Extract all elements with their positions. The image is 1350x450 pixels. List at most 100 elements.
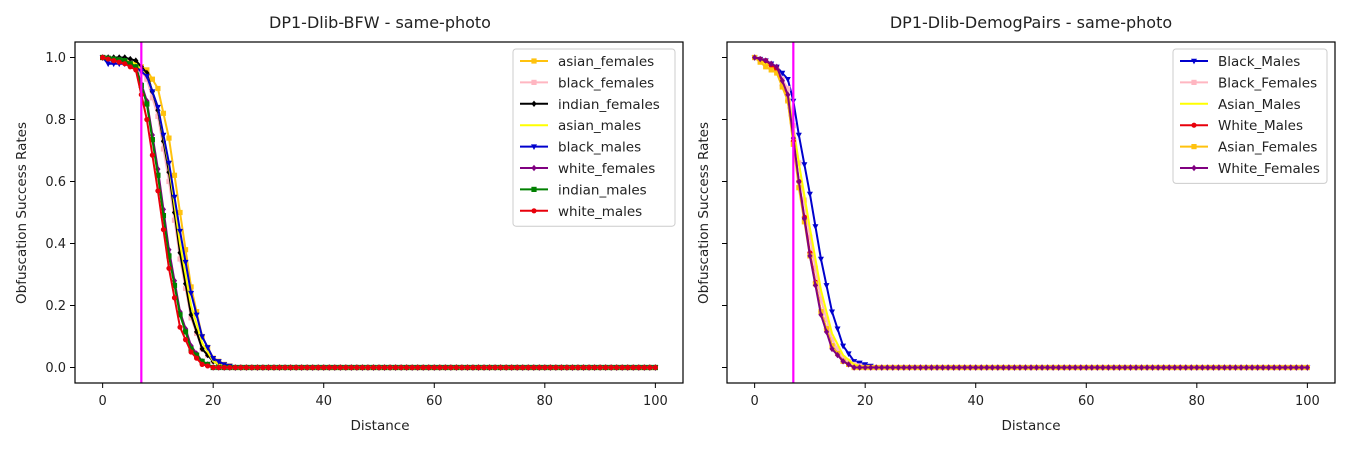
data-point — [166, 253, 172, 259]
data-point — [304, 364, 310, 371]
data-point — [812, 282, 819, 289]
data-point — [299, 364, 305, 371]
data-point — [133, 67, 139, 73]
data-point — [498, 364, 504, 371]
data-point — [199, 358, 205, 364]
x-tick-label: 60 — [1078, 394, 1095, 409]
data-point — [636, 364, 642, 371]
data-point — [774, 70, 780, 76]
data-point — [752, 54, 758, 61]
data-point — [105, 56, 111, 62]
data-point — [144, 101, 150, 107]
y-tick-label: 0.8 — [45, 113, 66, 128]
data-point — [453, 364, 459, 371]
data-point — [464, 364, 471, 371]
data-point — [536, 364, 542, 371]
data-point — [939, 364, 946, 371]
data-point — [144, 116, 150, 123]
data-point — [149, 76, 155, 82]
data-point — [310, 364, 316, 371]
y-tick-label: 0.2 — [45, 299, 66, 314]
data-point — [315, 364, 321, 371]
data-point — [801, 215, 807, 222]
data-point — [188, 349, 194, 355]
data-point — [951, 364, 957, 371]
data-point — [807, 234, 813, 240]
legend-label: asian_females — [558, 54, 654, 70]
data-point — [785, 85, 791, 92]
data-point — [188, 290, 195, 297]
data-point — [603, 364, 609, 371]
data-point — [580, 364, 587, 371]
data-point — [1161, 364, 1167, 371]
data-point — [531, 364, 537, 371]
data-point — [1243, 364, 1250, 371]
data-point — [188, 284, 194, 290]
data-point — [1210, 364, 1216, 371]
data-point — [1155, 364, 1161, 371]
data-point — [1191, 58, 1197, 65]
data-point — [387, 364, 393, 371]
data-point — [155, 188, 161, 194]
data-point — [1216, 364, 1222, 371]
data-point — [840, 343, 847, 350]
data-point — [1100, 364, 1106, 371]
data-point — [890, 364, 896, 371]
legend-item: white_females — [520, 161, 655, 177]
data-point — [962, 364, 968, 371]
data-point — [779, 70, 786, 77]
data-point — [779, 77, 785, 84]
data-point — [956, 364, 962, 371]
data-point — [365, 364, 371, 371]
data-point — [641, 364, 647, 371]
data-point — [1227, 364, 1233, 371]
legend-label: Asian_Males — [1218, 97, 1301, 113]
data-point — [354, 364, 360, 371]
data-point — [774, 63, 780, 70]
data-point — [271, 364, 277, 371]
data-point — [1144, 364, 1150, 371]
data-point — [917, 364, 924, 371]
data-point — [1017, 364, 1023, 371]
data-point — [823, 316, 830, 323]
legend-item: Asian_Males — [1180, 97, 1301, 113]
legend-item: asian_females — [520, 54, 654, 70]
data-point — [1299, 364, 1305, 371]
data-point — [165, 160, 172, 167]
data-point — [1232, 364, 1239, 371]
data-point — [442, 364, 448, 371]
data-point — [906, 364, 912, 371]
legend-label: indian_males — [558, 182, 647, 198]
x-tick-label: 20 — [205, 394, 222, 409]
data-point — [829, 345, 835, 353]
data-point — [591, 364, 598, 371]
chart-title: DP1-Dlib-DemogPairs - same-photo — [890, 13, 1172, 32]
legend-item: black_males — [520, 140, 641, 156]
data-point — [254, 364, 260, 371]
data-point — [989, 364, 995, 371]
data-point — [359, 364, 366, 371]
y-axis-label: Obfuscation Success Rates — [14, 122, 30, 304]
data-point — [127, 55, 133, 63]
legend-label: asian_males — [558, 118, 641, 134]
data-point — [459, 364, 465, 371]
data-point — [415, 364, 421, 371]
data-point — [475, 364, 482, 371]
data-point — [812, 224, 819, 230]
data-point — [525, 364, 531, 371]
data-point — [763, 57, 769, 64]
data-point — [127, 61, 133, 67]
data-point — [1061, 364, 1067, 371]
data-point — [945, 364, 951, 371]
y-tick-label: 0.0 — [45, 361, 66, 376]
data-point — [326, 364, 332, 371]
data-point — [923, 364, 929, 371]
data-point — [834, 326, 841, 333]
data-point — [149, 95, 155, 101]
data-point — [155, 85, 161, 92]
data-point — [481, 364, 487, 371]
y-tick-label: 0.6 — [45, 175, 66, 190]
data-point — [409, 364, 415, 371]
data-point — [912, 364, 918, 371]
